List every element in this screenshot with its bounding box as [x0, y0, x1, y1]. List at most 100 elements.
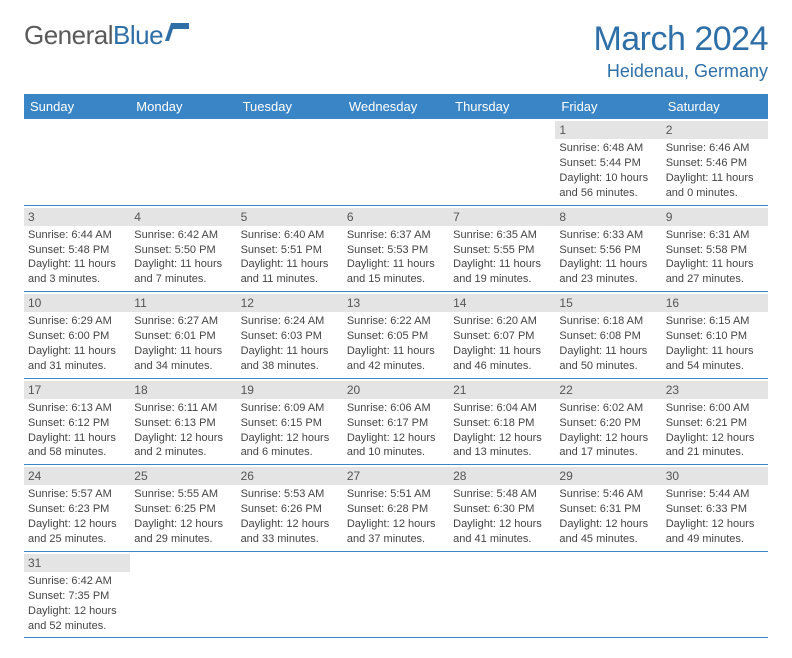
day-ss: Sunset: 6:12 PM [28, 416, 126, 431]
day-info: Sunrise: 6:42 AMSunset: 5:50 PMDaylight:… [134, 228, 232, 287]
calendar-row: 1Sunrise: 6:48 AMSunset: 5:44 PMDaylight… [24, 119, 768, 205]
day-info: Sunrise: 5:46 AMSunset: 6:31 PMDaylight:… [559, 487, 657, 546]
calendar-cell: 9Sunrise: 6:31 AMSunset: 5:58 PMDaylight… [662, 205, 768, 292]
day-ss: Sunset: 6:26 PM [241, 502, 339, 517]
calendar-cell [449, 119, 555, 205]
calendar-row: 3 Sunrise: 6:44 AMSunset: 5:48 PMDaylight… [24, 205, 768, 292]
day-number: 29 [555, 467, 661, 485]
day-info: Sunrise: 5:51 AMSunset: 6:28 PMDaylight:… [347, 487, 445, 546]
day-d2: and 41 minutes. [453, 532, 551, 547]
day-sr: Sunrise: 6:29 AM [28, 314, 126, 329]
day-d2: and 11 minutes. [241, 272, 339, 287]
header: GeneralBlue March 2024 Heidenau, Germany [24, 20, 768, 82]
calendar-cell [130, 119, 236, 205]
day-ss: Sunset: 7:35 PM [28, 589, 126, 604]
calendar-cell: 14Sunrise: 6:20 AMSunset: 6:07 PMDayligh… [449, 292, 555, 379]
day-d2: and 6 minutes. [241, 445, 339, 460]
weekday-header: Tuesday [237, 94, 343, 119]
day-ss: Sunset: 6:01 PM [134, 329, 232, 344]
day-d1: Daylight: 11 hours [347, 344, 445, 359]
day-sr: Sunrise: 6:09 AM [241, 401, 339, 416]
day-number: 15 [555, 294, 661, 312]
day-ss: Sunset: 6:03 PM [241, 329, 339, 344]
calendar-cell: 4 Sunrise: 6:42 AMSunset: 5:50 PMDaylight… [130, 205, 236, 292]
day-number: 19 [237, 381, 343, 399]
day-d2: and 45 minutes. [559, 532, 657, 547]
calendar-cell: 5Sunrise: 6:40 AMSunset: 5:51 PMDaylight… [237, 205, 343, 292]
day-number: 14 [449, 294, 555, 312]
day-sr: Sunrise: 6:06 AM [347, 401, 445, 416]
calendar-cell [449, 551, 555, 638]
day-sr: Sunrise: 6:04 AM [453, 401, 551, 416]
day-ss: Sunset: 5:55 PM [453, 243, 551, 258]
day-d1: Daylight: 11 hours [28, 344, 126, 359]
calendar-cell: 20Sunrise: 6:06 AMSunset: 6:17 PMDayligh… [343, 378, 449, 465]
day-number: 17 [24, 381, 130, 399]
day-sr: Sunrise: 6:20 AM [453, 314, 551, 329]
day-info: Sunrise: 6:06 AMSunset: 6:17 PMDaylight:… [347, 401, 445, 460]
day-number: 26 [237, 467, 343, 485]
calendar-table: Sunday Monday Tuesday Wednesday Thursday… [24, 94, 768, 638]
day-info: Sunrise: 6:44 AMSunset: 5:48 PMDaylight:… [28, 228, 126, 287]
day-info: Sunrise: 6:02 AMSunset: 6:20 PMDaylight:… [559, 401, 657, 460]
day-ss: Sunset: 6:07 PM [453, 329, 551, 344]
day-ss: Sunset: 6:33 PM [666, 502, 764, 517]
day-d1: Daylight: 12 hours [453, 431, 551, 446]
weekday-header: Saturday [662, 94, 768, 119]
calendar-cell: 16Sunrise: 6:15 AMSunset: 6:10 PMDayligh… [662, 292, 768, 379]
day-d1: Daylight: 12 hours [666, 431, 764, 446]
calendar-cell [24, 119, 130, 205]
day-d2: and 54 minutes. [666, 359, 764, 374]
calendar-cell: 24Sunrise: 5:57 AMSunset: 6:23 PMDayligh… [24, 465, 130, 552]
day-info: Sunrise: 5:48 AMSunset: 6:30 PMDaylight:… [453, 487, 551, 546]
calendar-cell: 31Sunrise: 6:42 AMSunset: 7:35 PMDayligh… [24, 551, 130, 638]
day-sr: Sunrise: 6:15 AM [666, 314, 764, 329]
day-ss: Sunset: 6:28 PM [347, 502, 445, 517]
day-number: 25 [130, 467, 236, 485]
calendar-cell [130, 551, 236, 638]
day-sr: Sunrise: 6:31 AM [666, 228, 764, 243]
day-info: Sunrise: 6:42 AMSunset: 7:35 PMDaylight:… [28, 574, 126, 633]
calendar-cell [662, 551, 768, 638]
day-info: Sunrise: 5:44 AMSunset: 6:33 PMDaylight:… [666, 487, 764, 546]
day-sr: Sunrise: 6:33 AM [559, 228, 657, 243]
day-number: 13 [343, 294, 449, 312]
day-d1: Daylight: 12 hours [134, 517, 232, 532]
calendar-cell [555, 551, 661, 638]
day-number: 3 [24, 208, 130, 226]
day-sr: Sunrise: 5:44 AM [666, 487, 764, 502]
day-number: 11 [130, 294, 236, 312]
day-sr: Sunrise: 6:22 AM [347, 314, 445, 329]
day-d1: Daylight: 11 hours [666, 171, 764, 186]
day-d1: Daylight: 11 hours [453, 257, 551, 272]
day-d2: and 52 minutes. [28, 619, 126, 634]
day-d1: Daylight: 11 hours [134, 257, 232, 272]
day-info: Sunrise: 6:35 AMSunset: 5:55 PMDaylight:… [453, 228, 551, 287]
calendar-cell: 25Sunrise: 5:55 AMSunset: 6:25 PMDayligh… [130, 465, 236, 552]
weekday-header: Thursday [449, 94, 555, 119]
day-d2: and 21 minutes. [666, 445, 764, 460]
day-d2: and 58 minutes. [28, 445, 126, 460]
calendar-row: 10Sunrise: 6:29 AMSunset: 6:00 PMDayligh… [24, 292, 768, 379]
day-number: 12 [237, 294, 343, 312]
day-sr: Sunrise: 6:13 AM [28, 401, 126, 416]
day-d2: and 15 minutes. [347, 272, 445, 287]
day-sr: Sunrise: 6:24 AM [241, 314, 339, 329]
calendar-cell [343, 119, 449, 205]
calendar-cell: 26Sunrise: 5:53 AMSunset: 6:26 PMDayligh… [237, 465, 343, 552]
title-block: March 2024 Heidenau, Germany [593, 20, 768, 82]
calendar-cell: 17Sunrise: 6:13 AMSunset: 6:12 PMDayligh… [24, 378, 130, 465]
day-d2: and 42 minutes. [347, 359, 445, 374]
day-d1: Daylight: 12 hours [28, 604, 126, 619]
day-ss: Sunset: 5:48 PM [28, 243, 126, 258]
day-sr: Sunrise: 5:55 AM [134, 487, 232, 502]
calendar-cell: 22Sunrise: 6:02 AMSunset: 6:20 PMDayligh… [555, 378, 661, 465]
calendar-cell: 27Sunrise: 5:51 AMSunset: 6:28 PMDayligh… [343, 465, 449, 552]
day-d1: Daylight: 11 hours [347, 257, 445, 272]
day-info: Sunrise: 6:27 AMSunset: 6:01 PMDaylight:… [134, 314, 232, 373]
day-info: Sunrise: 6:46 AMSunset: 5:46 PMDaylight:… [666, 141, 764, 200]
day-info: Sunrise: 6:22 AMSunset: 6:05 PMDaylight:… [347, 314, 445, 373]
day-d2: and 31 minutes. [28, 359, 126, 374]
day-ss: Sunset: 5:50 PM [134, 243, 232, 258]
day-number: 4 [130, 208, 236, 226]
